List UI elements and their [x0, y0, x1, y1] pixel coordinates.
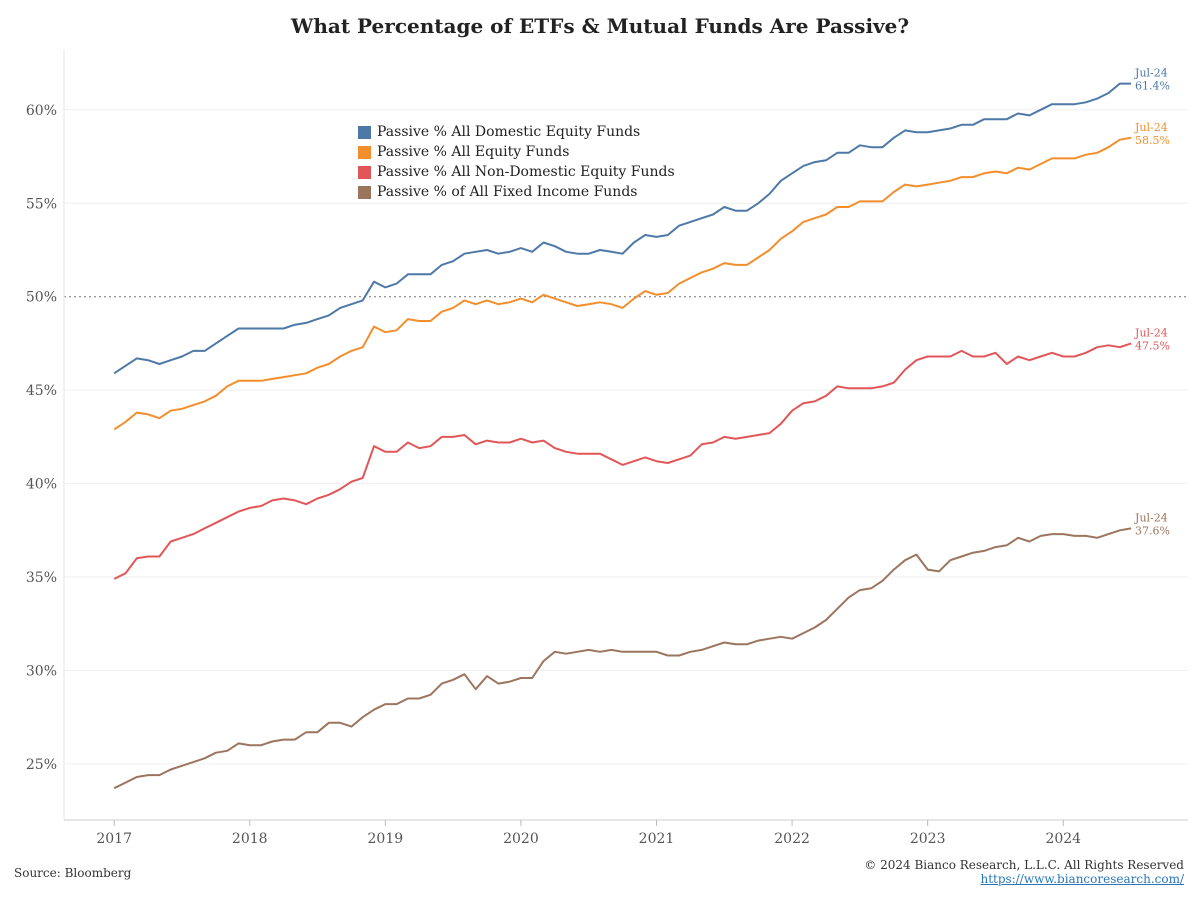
- axes: 25% 30% 35% 40% 45% 50% 55% 60% 2017 2018 2019 2020…: [26, 50, 1188, 847]
- end-date-label: Jul-24: [1134, 121, 1168, 134]
- series-line-0: [113, 82, 1132, 375]
- end-labels: Jul-2461.4%Jul-2458.5%Jul-2447.5%Jul-243…: [1134, 67, 1170, 538]
- legend-item-domestic: Passive % All Domestic Equity Funds: [358, 122, 675, 142]
- end-value-label: 61.4%: [1135, 80, 1170, 93]
- legend: Passive % All Domestic Equity Funds Pass…: [358, 122, 675, 202]
- end-value-label: 47.5%: [1135, 339, 1170, 352]
- y-tick-label: 55%: [26, 196, 57, 212]
- legend-swatch: [358, 185, 371, 199]
- legend-swatch: [358, 165, 371, 179]
- x-tick-label: 2020: [503, 831, 539, 847]
- source-note: Source: Bloomberg: [14, 866, 132, 880]
- end-date-label: Jul-24: [1134, 67, 1168, 80]
- legend-item-fixed-income: Passive % of All Fixed Income Funds: [358, 182, 675, 202]
- copyright-note: © 2024 Bianco Research, L.L.C. All Right…: [864, 858, 1184, 872]
- end-value-label: 37.6%: [1135, 524, 1170, 537]
- y-tick-label: 30%: [26, 663, 57, 679]
- legend-label: Passive % of All Fixed Income Funds: [377, 184, 638, 200]
- series-lines: [113, 82, 1132, 790]
- end-value-label: 58.5%: [1135, 134, 1170, 147]
- x-tick-label: 2024: [1045, 831, 1081, 847]
- gridlines: [64, 109, 1188, 765]
- y-tick-label: 35%: [26, 570, 57, 586]
- x-tick-label: 2021: [639, 831, 675, 847]
- x-tick-label: 2019: [368, 831, 404, 847]
- series-line-1: [113, 136, 1132, 431]
- x-tick-label: 2022: [774, 831, 810, 847]
- end-date-label: Jul-24: [1134, 326, 1168, 339]
- series-line-3: [113, 527, 1132, 790]
- legend-swatch: [358, 145, 371, 159]
- y-tick-label: 60%: [26, 103, 57, 119]
- x-tick-label: 2023: [910, 831, 946, 847]
- legend-label: Passive % All Equity Funds: [377, 144, 570, 160]
- y-tick-label: 40%: [26, 477, 57, 493]
- x-tick-label: 2017: [96, 831, 132, 847]
- legend-label: Passive % All Non-Domestic Equity Funds: [377, 164, 675, 180]
- chart-title: What Percentage of ETFs & Mutual Funds A…: [290, 14, 910, 38]
- y-tick-label: 25%: [26, 757, 57, 773]
- legend-item-all-equity: Passive % All Equity Funds: [358, 142, 675, 162]
- series-line-2: [113, 342, 1132, 580]
- legend-label: Passive % All Domestic Equity Funds: [377, 124, 641, 140]
- legend-swatch: [358, 125, 371, 139]
- y-tick-label: 50%: [26, 290, 57, 306]
- end-date-label: Jul-24: [1134, 511, 1168, 524]
- x-tick-label: 2018: [232, 831, 268, 847]
- website-link[interactable]: https://www.biancoresearch.com/: [980, 872, 1184, 886]
- legend-item-non-domestic: Passive % All Non-Domestic Equity Funds: [358, 162, 675, 182]
- y-tick-label: 45%: [26, 383, 57, 399]
